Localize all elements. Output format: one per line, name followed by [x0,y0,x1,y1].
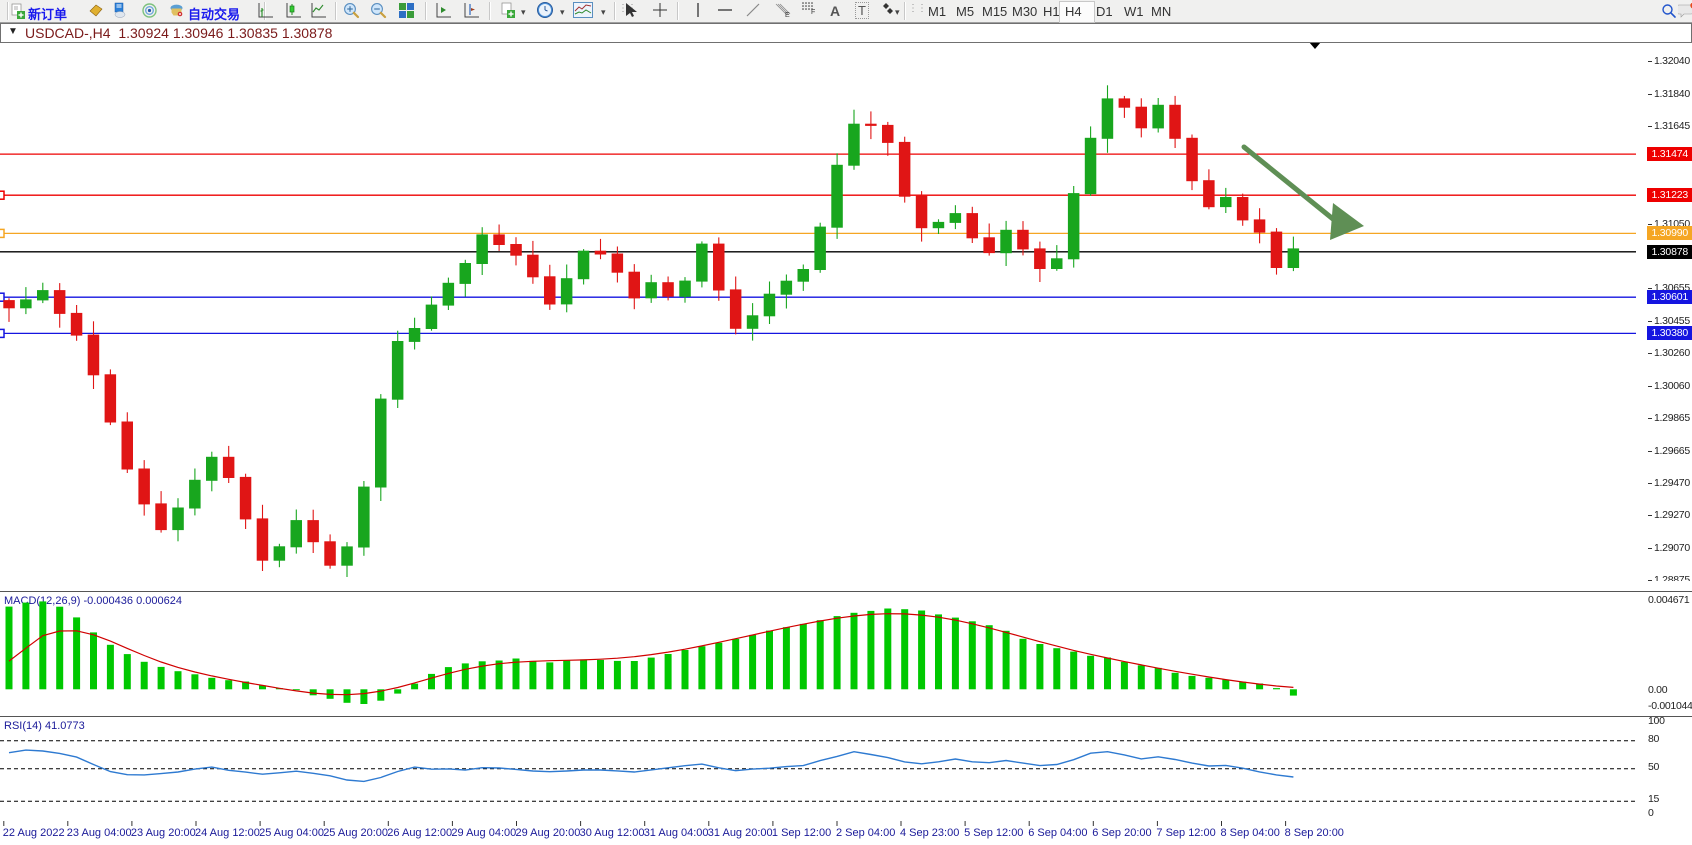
svg-text:F: F [811,9,815,14]
svg-text:E: E [785,12,790,18]
